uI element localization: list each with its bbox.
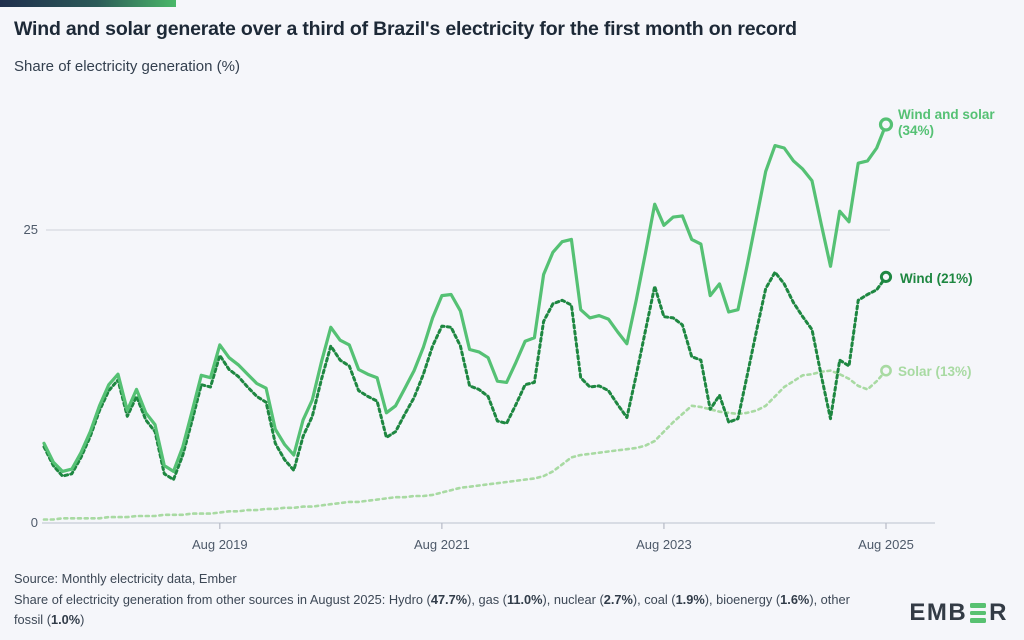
wind-and-solar-end-marker	[878, 117, 894, 132]
footnote-text: ), nuclear (	[542, 592, 604, 607]
legend-wind: Wind (21%)	[900, 271, 973, 286]
x-tick-label: Aug 2019	[191, 537, 248, 552]
footnote-value: 1.6%	[780, 592, 810, 607]
footnote-text: ), bioenergy (	[704, 592, 781, 607]
x-tick-label: Aug 2021	[414, 537, 470, 552]
x-tick-label: Aug 2023	[636, 537, 692, 552]
y-axis-tick-label-25: 25	[23, 222, 38, 237]
legend-wind-and-solar: Wind and solar (34%)	[898, 107, 995, 139]
y-axis-tick-label-0: 0	[30, 515, 38, 530]
accent-bar	[0, 0, 176, 7]
footnote-text: Share of electricity generation from oth…	[14, 592, 431, 607]
wind-and-solar-line	[42, 122, 888, 473]
footnote: Share of electricity generation from oth…	[14, 590, 859, 631]
ember-logo: EMB R	[909, 599, 1008, 627]
source-line: Source: Monthly electricity data, Ember	[14, 571, 237, 586]
ember-logo-text-left: EMB	[909, 599, 968, 626]
legend-solar: Solar (13%)	[898, 364, 972, 379]
ember-logo-text-right: R	[989, 599, 1008, 626]
ember-logo-e-bars-icon	[970, 603, 987, 623]
footnote-value: 1.0%	[50, 612, 81, 628]
footnote-text: ), gas (	[467, 592, 507, 607]
footnote-value: 47.7%	[430, 592, 468, 607]
x-tick-label: Aug 2025	[858, 537, 914, 552]
solar-line	[42, 369, 888, 521]
wind-line	[42, 270, 888, 482]
legend-wind-and-solar-name: Wind and solar	[898, 107, 995, 122]
footnote-value: 1.9%	[675, 592, 705, 607]
chart-subtitle: Share of electricity generation (%)	[14, 58, 240, 75]
chart-title: Wind and solar generate over a third of …	[14, 18, 797, 40]
footnote-text: )	[80, 612, 85, 628]
wind-end-marker	[879, 270, 893, 283]
footnote-text: ), other fossil (	[14, 592, 850, 628]
footnote-text: ), coal (	[632, 592, 676, 607]
legend-wind-and-solar-value: (34%)	[898, 123, 935, 138]
solar-end-marker	[880, 364, 892, 377]
footnote-value: 2.7%	[603, 592, 633, 607]
footnote-value: 11.0%	[506, 592, 543, 607]
